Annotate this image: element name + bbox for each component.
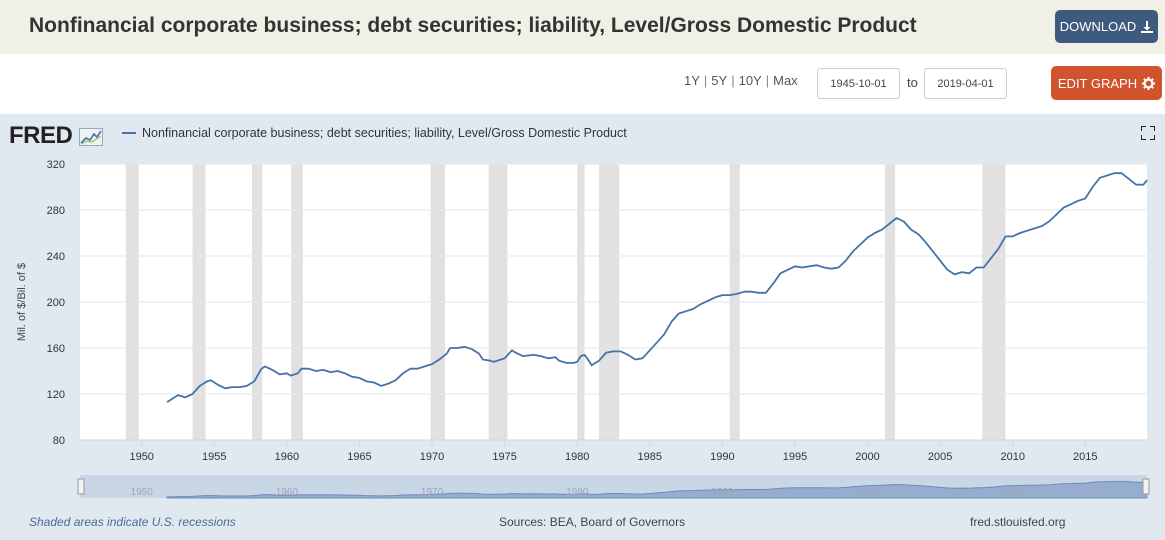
y-tick-label: 120 [47,389,65,401]
navigator-year-label: 1980 [566,487,589,498]
range-selector: 1Y | 5Y | 10Y | Max [684,73,798,88]
x-tick-label: 1985 [638,451,662,463]
navigator-year-label: 1990 [711,487,734,498]
navigator-year-label: 1960 [276,487,299,498]
y-axis-label: Mil. of $/Bil. of $ [16,263,28,341]
range-10y-button[interactable]: 10Y [738,73,762,88]
x-tick-label: 1995 [783,451,807,463]
y-tick-label: 200 [47,297,65,309]
start-date-input[interactable]: 1945-10-01 [817,68,900,99]
x-tick-label: 1965 [347,451,371,463]
fred-logo-text: FRED [9,122,73,149]
y-tick-label: 280 [47,205,65,217]
range-5y-button[interactable]: 5Y [711,73,728,88]
controls-bar: 1Y | 5Y | 10Y | Max 1945-10-01 to 2019-04-01 E… [0,54,1165,114]
y-tick-label: 160 [47,343,65,355]
x-tick-label: 1970 [420,451,444,463]
x-tick-label: 2015 [1073,451,1097,463]
x-tick-label: 1980 [565,451,589,463]
edit-graph-button[interactable]: EDIT GRAPH [1051,66,1162,100]
navigator-year-label: 1950 [131,487,154,498]
sources-text: Sources: BEA, Board of Governors [499,515,686,529]
page-title: Nonfinancial corporate business; debt se… [29,14,917,37]
series-line [166,172,1148,403]
fred-logo: FRED [9,122,103,150]
y-tick-label: 240 [47,251,65,263]
range-1y-button[interactable]: 1Y [684,73,700,88]
fred-graph-icon [78,127,103,146]
end-date-input[interactable]: 2019-04-01 [924,68,1007,99]
header-bar: Nonfinancial corporate business; debt se… [0,0,1165,54]
gear-icon [1142,76,1156,90]
x-tick-label: 1990 [710,451,734,463]
x-tick-label: 1960 [275,451,299,463]
site-link[interactable]: fred.stlouisfed.org [970,515,1066,529]
navigator-year-label: 1970 [421,487,444,498]
fullscreen-icon[interactable] [1141,126,1155,140]
x-tick-label: 2000 [855,451,879,463]
x-tick-label: 1950 [129,451,153,463]
chart-panel: 80 120 160 200 240 280 320 1950 1955 1960 1965 1970… [0,114,1165,540]
x-tick-label: 1975 [492,451,516,463]
download-icon [1141,20,1154,33]
range-max-button[interactable]: Max [773,73,798,88]
legend-swatch [122,132,136,134]
navigator-handle-right[interactable] [1142,478,1150,495]
x-tick-label: 1955 [202,451,226,463]
download-label: DOWNLOAD [1059,19,1137,34]
x-tick-label: 2010 [1000,451,1024,463]
recession-note: Shaded areas indicate U.S. recessions [29,515,236,529]
to-label: to [907,75,918,90]
x-tick-label: 2005 [928,451,952,463]
navigator-series [166,480,1148,499]
y-tick-label: 320 [47,159,65,171]
download-button[interactable]: DOWNLOAD [1055,10,1158,43]
navigator-year-label: 2010 [1002,487,1025,498]
y-tick-label: 80 [53,435,65,447]
chart-legend: Nonfinancial corporate business; debt se… [122,126,627,140]
navigator-year-label: 2000 [856,487,879,498]
navigator-handle-left[interactable] [77,478,85,495]
legend-label: Nonfinancial corporate business; debt se… [142,126,627,140]
chart-svg: 80 120 160 200 240 280 320 1950 1955 1960 1965 1970… [16,159,1150,499]
edit-graph-label: EDIT GRAPH [1057,75,1138,91]
